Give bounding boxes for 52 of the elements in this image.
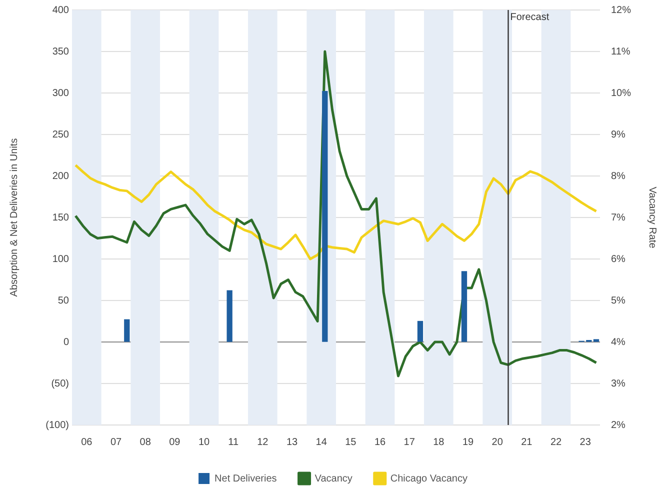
- x-tick-label: 07: [110, 436, 122, 448]
- y2-tick-label: 4%: [611, 336, 626, 348]
- y-tick-label: 50: [58, 295, 70, 306]
- bar: [461, 271, 468, 342]
- legend-label: Vacancy: [314, 473, 352, 484]
- y-tick-label: 200: [52, 170, 70, 182]
- x-tick-label: 20: [492, 436, 504, 448]
- x-tick-label: 10: [198, 436, 210, 448]
- x-tick-label: 06: [81, 436, 93, 448]
- y2-tick-label: 10%: [611, 88, 632, 99]
- x-tick-label: 11: [228, 436, 239, 448]
- x-tick-label: 08: [140, 436, 152, 448]
- x-tick-label: 22: [550, 436, 562, 448]
- bar: [322, 91, 328, 342]
- y-axis-title: Absorption & Net Deliveries in Units: [8, 138, 20, 297]
- y-tick-label: 250: [52, 129, 70, 140]
- bar: [593, 339, 600, 342]
- y2-tick-label: 6%: [611, 254, 626, 265]
- x-tick-label: 14: [316, 436, 328, 448]
- y2-tick-label: 8%: [611, 170, 626, 182]
- y2-tick-label: 2%: [611, 420, 626, 431]
- bar: [417, 320, 424, 342]
- x-tick-label: 16: [374, 436, 386, 448]
- x-tick-label: 23: [580, 436, 592, 448]
- y-tick-label: (50): [51, 378, 69, 390]
- y-tick-label: (100): [46, 420, 69, 431]
- y-tick-label: 350: [52, 46, 70, 58]
- y2-tick-label: 12%: [611, 4, 632, 16]
- y-tick-label: 150: [52, 212, 70, 224]
- y2-axis-title: Vacancy Rate: [646, 186, 658, 249]
- y2-tick-label: 5%: [611, 295, 626, 306]
- y2-tick-label: 3%: [611, 378, 626, 390]
- x-tick-label: 09: [169, 436, 181, 448]
- legend-label: Net Deliveries: [214, 473, 277, 484]
- x-tick-label: 13: [286, 436, 298, 448]
- x-tick-label: 21: [521, 436, 533, 448]
- bar: [226, 290, 232, 342]
- x-tick-label: 12: [257, 436, 269, 448]
- y-tick-label: 100: [52, 254, 70, 265]
- y-tick-label: 300: [52, 88, 70, 99]
- y-tick-label: 400: [52, 4, 70, 16]
- y-tick-label: 0: [63, 336, 70, 348]
- x-tick-label: 19: [462, 436, 474, 448]
- ref-line-label: Forecast: [510, 12, 550, 23]
- x-tick-label: 18: [433, 436, 445, 448]
- y2-tick-label: 7%: [611, 212, 626, 224]
- legend-label: Chicago Vacancy: [390, 473, 468, 484]
- x-tick-label: 17: [404, 436, 416, 448]
- y2-tick-label: 11%: [611, 46, 630, 58]
- x-tick-label: 15: [345, 436, 357, 448]
- bar: [124, 319, 130, 342]
- y2-tick-label: 9%: [611, 129, 626, 140]
